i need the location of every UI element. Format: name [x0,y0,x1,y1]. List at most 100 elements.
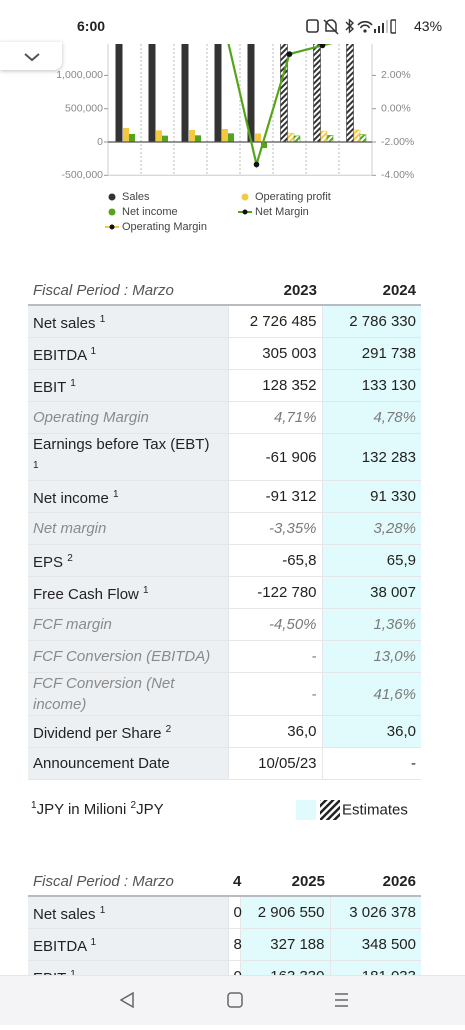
legend-swatch [241,193,249,201]
legend-swatch [108,208,116,216]
status-icons [306,18,396,35]
cell-value: 0 [227,896,242,929]
status-battery: 43% [414,18,443,34]
year-header: 2026 [330,868,421,897]
row-label: EBITDA 1 [28,337,228,370]
line-point [286,51,293,57]
note-mark: 1 [99,905,106,916]
legend-dot [242,209,248,215]
bar [123,128,129,142]
cell-value: 91 330 [321,480,421,513]
y-tick-label: 500,000 [65,102,103,114]
cell-value: 36,0 [227,715,322,748]
cell-value: 1,36% [321,608,421,641]
label-text: FCF Conversion (Net income) [33,675,175,713]
collapse-button[interactable] [0,42,62,70]
line-point [253,161,260,168]
note-mark: 1 [99,314,106,325]
status-bar: 6:00 43% [0,0,465,44]
legend-swatches [296,800,340,820]
cell-value: -91 312 [227,480,322,513]
bar [162,135,168,142]
footnote-text: JPY [136,801,164,818]
y2-tick-label: -2.00% [381,136,414,148]
cell-value: 128 352 [227,369,322,402]
cell-value: - [227,672,322,716]
period-header: Fiscal Period : Marzo [28,277,228,306]
cell-value: 65,9 [321,544,421,577]
cell-value: - [227,640,322,673]
cell-value: 2 906 550 [239,896,330,929]
label-text: FCF margin [33,616,112,633]
y2-tick-label: 0.00% [381,102,411,114]
row-label: Operating Margin [28,401,228,434]
footnote-mark: 1 [31,800,37,811]
cell-value: -61 906 [227,433,322,481]
bar [287,132,295,143]
label-text: EBIT [33,970,66,975]
nav-bar [0,975,465,1025]
estimates-label: Estimates [342,801,408,819]
year-header: 2023 [228,277,322,306]
cell-value: 0 [227,960,242,975]
cell-value: 305 003 [227,337,322,370]
cell-value: -4,50% [227,608,322,641]
recents-button[interactable] [335,993,348,1007]
legend-label: Operating Margin [122,221,207,233]
label-text: Free Cash Flow [33,586,139,603]
note-mark: 2 [67,553,73,564]
cell-value: 291 738 [321,337,421,370]
home-button[interactable] [227,992,243,1008]
table-row: EBITDA 1 305 003 291 738 [28,337,421,370]
year-header: 4 [228,868,241,897]
bar [156,130,162,142]
cell-value: 3 026 378 [329,896,421,929]
y-tick-label: 0 [97,136,103,148]
label-text: FCF Conversion (EBITDA) [33,648,211,665]
label-text: EBIT [33,379,67,396]
row-label: Dividend per Share 2 [28,715,228,748]
label-text: EBITDA [33,347,87,364]
bar [326,135,334,143]
row-label: FCF Conversion (EBITDA) [28,640,228,673]
row-label: EPS 2 [28,544,228,577]
legend-label: Net income [122,206,178,218]
cell-value: 8 [227,928,242,961]
bar [359,134,367,143]
label-text: Net margin [33,520,107,537]
label-text: EBITDA [33,938,87,955]
row-label: Free Cash Flow 1 [28,576,228,609]
bar [148,0,156,143]
label-text: Net sales [33,315,96,332]
note-mark: 2 [165,724,172,735]
bar [353,129,361,143]
bar [189,130,195,142]
cell-value: -65,8 [227,544,322,577]
y2-tick-label: 2.00% [381,69,411,81]
cell-value: - [321,747,421,780]
cell-value: 132 283 [321,433,421,481]
y-tick-label: 1,000,000 [56,69,103,81]
cell-value: 3,28% [321,512,421,545]
table-row: Operating Margin 4,71% 4,78% [28,401,421,434]
cell-value: 38 007 [321,576,421,609]
row-label: Net margin [28,512,228,545]
row-label: Net sales 1 [28,896,228,929]
table-row: Announcement Date 10/05/23- [28,747,421,780]
label-text: Net sales [33,906,96,923]
legend-label: Net Margin [255,206,309,218]
financial-table-2: Fiscal Period : Marzo 4 2025 2026 Net sales … [28,868,421,975]
note-mark: 1 [70,378,76,389]
table-row: EPS 2 -65,8 65,9 [28,544,421,577]
bar [222,129,228,142]
cell-value: 41,6% [321,672,421,716]
cell-value: 4,78% [321,401,421,434]
label-text: Dividend per Share [33,725,162,742]
row-label: FCF Conversion (Net income) [28,672,228,716]
bar [293,135,301,143]
nav-icons [119,991,348,1009]
back-button[interactable] [119,991,134,1009]
